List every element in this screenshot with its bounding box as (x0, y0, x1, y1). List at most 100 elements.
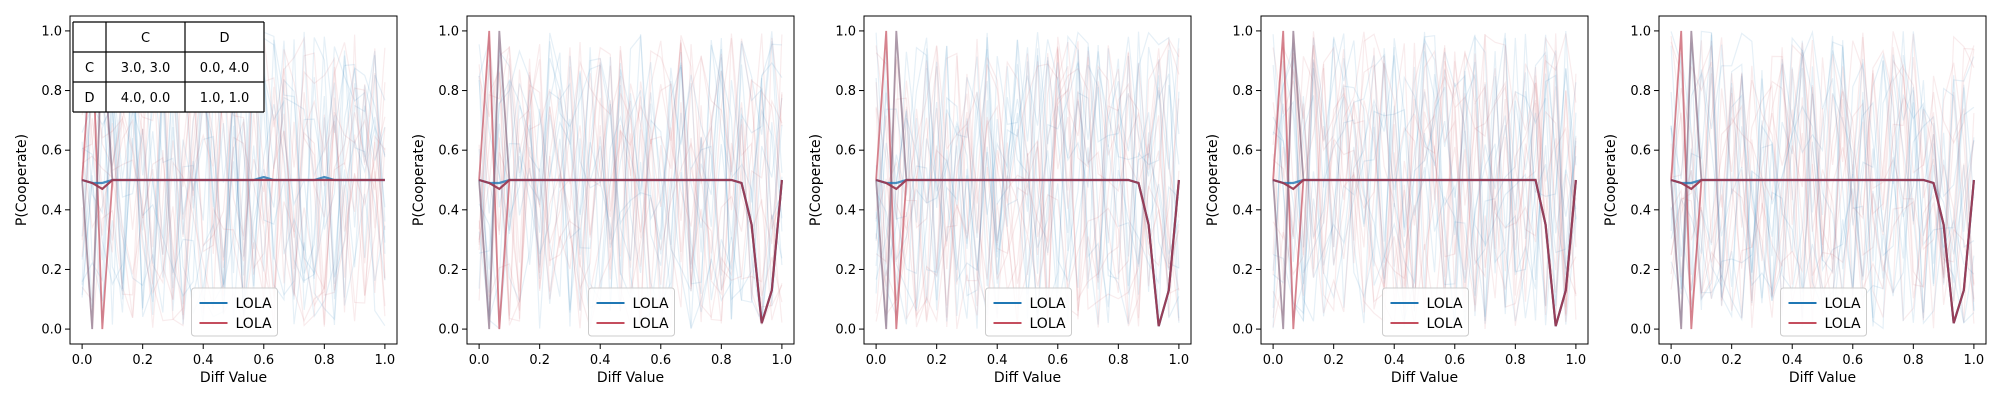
run-trace (478, 52, 783, 330)
run-trace (1272, 34, 1577, 316)
x-tick-label: 0.0 (1661, 353, 1682, 368)
y-axis-label: P(Cooperate) (808, 134, 824, 226)
run-trace (875, 32, 1180, 329)
run-trace (1670, 49, 1975, 326)
run-trace (875, 45, 1180, 327)
x-axis-label: Diff Value (1391, 370, 1458, 386)
run-trace (875, 41, 1180, 318)
legend-label: LOLA (633, 316, 669, 332)
y-tick-label: 0.4 (835, 203, 856, 218)
payoff-table-bg (73, 22, 264, 112)
run-trace (1272, 31, 1577, 328)
run-trace (875, 39, 1180, 319)
run-trace (1670, 29, 1975, 327)
x-tick-label: 0.6 (1842, 353, 1863, 368)
run-trace (875, 38, 1180, 329)
x-tick-label: 0.0 (72, 353, 93, 368)
y-tick-label: 0.0 (1232, 323, 1253, 338)
legend: LOLA LOLA (588, 287, 675, 337)
run-trace (1670, 33, 1975, 330)
axes-frame (863, 15, 1192, 345)
run-trace (875, 31, 1180, 323)
run-trace (1272, 33, 1577, 308)
run-trace (1670, 42, 1975, 298)
x-tick-label: 0.2 (1721, 353, 1742, 368)
x-tick-label: 0.0 (866, 353, 887, 368)
run-trace (1670, 30, 1975, 322)
table-cell: 4.0, 0.0 (121, 91, 171, 106)
run-trace (1670, 41, 1975, 324)
y-tick-label: 0.8 (41, 84, 62, 99)
y-tick-label: 0.0 (1630, 323, 1651, 338)
x-tick-label: 0.8 (314, 353, 335, 368)
axes-frame (1658, 15, 1987, 345)
legend: LOLA LOLA (1780, 287, 1867, 337)
table-col-header: D (219, 31, 229, 46)
run-trace (1670, 40, 1975, 321)
run-trace (1272, 32, 1577, 327)
x-axis-label: Diff Value (994, 370, 1061, 386)
run-trace (875, 40, 1180, 320)
x-tick-label: 0.6 (1444, 353, 1465, 368)
run-trace (875, 58, 1180, 330)
run-trace (478, 35, 783, 328)
y-tick-label: 0.2 (1630, 263, 1651, 278)
run-trace (81, 42, 386, 320)
run-trace (1670, 31, 1975, 329)
run-trace (875, 41, 1180, 328)
run-trace (478, 43, 783, 329)
run-trace (81, 39, 386, 326)
axes-frame (466, 15, 795, 345)
run-trace (1670, 41, 1975, 303)
run-trace (875, 31, 1180, 321)
run-trace (1670, 32, 1975, 312)
run-trace (1670, 53, 1975, 312)
chart-panel-2: 0.0 0.2 0.4 0.6 0.8 1.0 0.0 0.2 0.4 0.6 0.8 1.0 Diff… (411, 15, 795, 386)
run-traces (1272, 30, 1577, 330)
run-trace (1272, 31, 1577, 320)
x-tick-label: 0.6 (1047, 353, 1068, 368)
run-trace (1272, 34, 1577, 318)
x-tick-label: 0.2 (132, 353, 153, 368)
run-trace (875, 47, 1180, 321)
x-tick-label: 0.6 (650, 353, 671, 368)
run-trace (875, 49, 1180, 328)
run-trace (1272, 35, 1577, 322)
run-trace (1272, 31, 1577, 324)
run-trace (478, 36, 783, 325)
run-trace (478, 34, 783, 329)
axes-frame (69, 15, 398, 345)
run-trace (875, 32, 1180, 327)
x-tick-label: 1.0 (1566, 353, 1587, 368)
run-trace (875, 53, 1180, 322)
x-tick-label: 1.0 (375, 353, 396, 368)
legend-label: LOLA (633, 296, 669, 312)
x-tick-label: 0.2 (529, 353, 550, 368)
legend-label: LOLA (1030, 296, 1066, 312)
run-traces (1670, 29, 1975, 330)
y-tick-label: 0.8 (1630, 84, 1651, 99)
chart-panel-5: 0.0 0.2 0.4 0.6 0.8 1.0 0.0 0.2 0.4 0.6 0.8 1.0 Diff… (1603, 15, 1987, 386)
run-trace (478, 44, 783, 329)
run-trace (1272, 33, 1577, 325)
run-trace (1670, 47, 1974, 327)
y-tick-label: 1.0 (41, 24, 62, 39)
x-tick-label: 0.2 (926, 353, 947, 368)
run-trace (478, 64, 783, 323)
table-col-header: C (141, 31, 150, 46)
x-tick-label: 1.0 (772, 353, 793, 368)
y-axis-label: P(Cooperate) (1205, 134, 1221, 226)
axes-frame (1260, 15, 1589, 345)
run-trace (875, 34, 1180, 315)
y-tick-label: 0.0 (835, 323, 856, 338)
run-trace (1272, 33, 1577, 327)
y-tick-label: 0.6 (438, 144, 459, 159)
run-trace (1670, 40, 1975, 319)
chart-panel-1: 0.0 0.2 0.4 0.6 0.8 1.0 0.0 0.2 0.4 0.6 0.8 1.0 Diff… (14, 15, 398, 386)
x-tick-label: 0.4 (1782, 353, 1803, 368)
x-tick-label: 0.4 (193, 353, 214, 368)
y-tick-label: 0.8 (835, 84, 856, 99)
y-tick-label: 1.0 (835, 24, 856, 39)
run-trace (1272, 42, 1577, 326)
chart-panel-3: 0.0 0.2 0.4 0.6 0.8 1.0 0.0 0.2 0.4 0.6 0.8 1.0 Diff… (808, 15, 1192, 386)
